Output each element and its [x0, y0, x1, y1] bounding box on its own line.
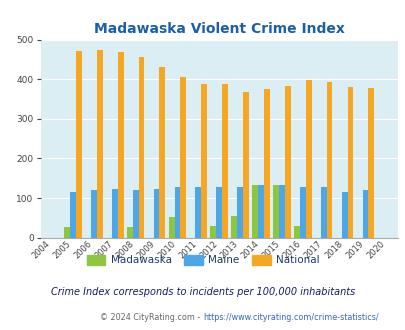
Text: https://www.cityrating.com/crime-statistics/: https://www.cityrating.com/crime-statist…	[202, 313, 378, 322]
Bar	[320, 187, 326, 238]
Bar	[201, 84, 207, 238]
Bar	[117, 52, 123, 238]
Bar	[210, 226, 216, 238]
Bar	[216, 187, 222, 238]
Bar	[347, 87, 352, 238]
Bar	[362, 190, 367, 238]
Bar	[159, 67, 165, 238]
Bar	[168, 217, 174, 238]
Bar	[299, 187, 305, 238]
Bar	[273, 184, 278, 238]
Bar	[127, 227, 132, 238]
Bar	[111, 189, 117, 238]
Text: Crime Index corresponds to incidents per 100,000 inhabitants: Crime Index corresponds to incidents per…	[51, 287, 354, 297]
Bar	[305, 81, 311, 238]
Bar	[195, 187, 201, 238]
Bar	[258, 185, 263, 238]
Bar	[222, 84, 228, 238]
Bar	[284, 86, 290, 238]
Bar	[341, 192, 347, 238]
Title: Madawaska Violent Crime Index: Madawaska Violent Crime Index	[94, 22, 344, 36]
Bar	[174, 187, 180, 238]
Bar	[76, 51, 81, 238]
Bar	[64, 226, 70, 238]
Legend: Madawaska, Maine, National: Madawaska, Maine, National	[82, 251, 323, 270]
Bar	[293, 226, 299, 238]
Bar	[70, 192, 76, 238]
Bar	[180, 77, 186, 238]
Bar	[278, 185, 284, 238]
Bar	[326, 82, 332, 238]
Bar	[91, 190, 96, 238]
Bar	[263, 89, 269, 238]
Bar	[96, 50, 102, 238]
Bar	[138, 57, 144, 238]
Bar	[153, 189, 159, 238]
Bar	[243, 92, 248, 238]
Bar	[252, 185, 258, 238]
Text: © 2024 CityRating.com -: © 2024 CityRating.com -	[100, 313, 202, 322]
Bar	[231, 216, 237, 238]
Bar	[367, 87, 373, 238]
Bar	[132, 190, 138, 238]
Bar	[237, 187, 243, 238]
